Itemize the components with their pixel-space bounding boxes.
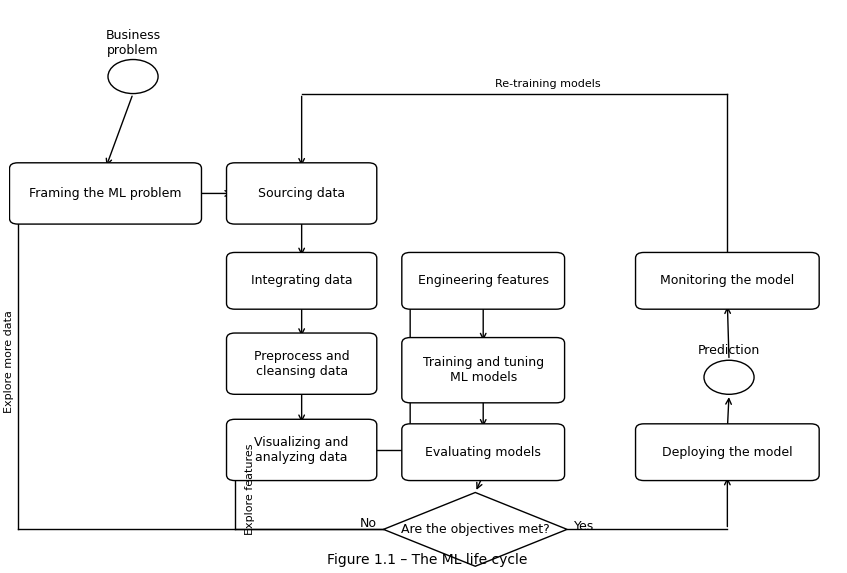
Text: Training and tuning
ML models: Training and tuning ML models — [423, 356, 544, 384]
Text: Monitoring the model: Monitoring the model — [660, 274, 794, 287]
Text: Figure 1.1 – The ML life cycle: Figure 1.1 – The ML life cycle — [327, 554, 527, 567]
Text: Re-training models: Re-training models — [495, 79, 601, 89]
Text: Engineering features: Engineering features — [418, 274, 549, 287]
FancyBboxPatch shape — [9, 163, 202, 224]
FancyBboxPatch shape — [635, 424, 819, 481]
Text: No: No — [360, 517, 377, 530]
Text: Deploying the model: Deploying the model — [662, 446, 793, 459]
Circle shape — [108, 60, 158, 93]
Text: Visualizing and
analyzing data: Visualizing and analyzing data — [254, 436, 349, 464]
Text: Integrating data: Integrating data — [251, 274, 352, 287]
FancyBboxPatch shape — [226, 419, 377, 481]
Text: Yes: Yes — [573, 520, 594, 533]
Circle shape — [704, 360, 754, 394]
Text: Explore more data: Explore more data — [3, 310, 14, 413]
FancyBboxPatch shape — [401, 424, 565, 481]
FancyBboxPatch shape — [226, 253, 377, 309]
Text: Preprocess and
cleansing data: Preprocess and cleansing data — [254, 350, 350, 378]
FancyBboxPatch shape — [226, 163, 377, 224]
FancyBboxPatch shape — [401, 253, 565, 309]
Text: Evaluating models: Evaluating models — [425, 446, 541, 459]
Text: Are the objectives met?: Are the objectives met? — [401, 523, 550, 536]
FancyBboxPatch shape — [401, 337, 565, 403]
Text: Sourcing data: Sourcing data — [258, 187, 346, 200]
Text: Explore features: Explore features — [245, 444, 255, 535]
Polygon shape — [384, 492, 567, 566]
FancyBboxPatch shape — [635, 253, 819, 309]
Text: Business
problem: Business problem — [106, 29, 161, 57]
FancyBboxPatch shape — [226, 333, 377, 394]
Text: Prediction: Prediction — [698, 344, 760, 358]
Text: Framing the ML problem: Framing the ML problem — [30, 187, 182, 200]
